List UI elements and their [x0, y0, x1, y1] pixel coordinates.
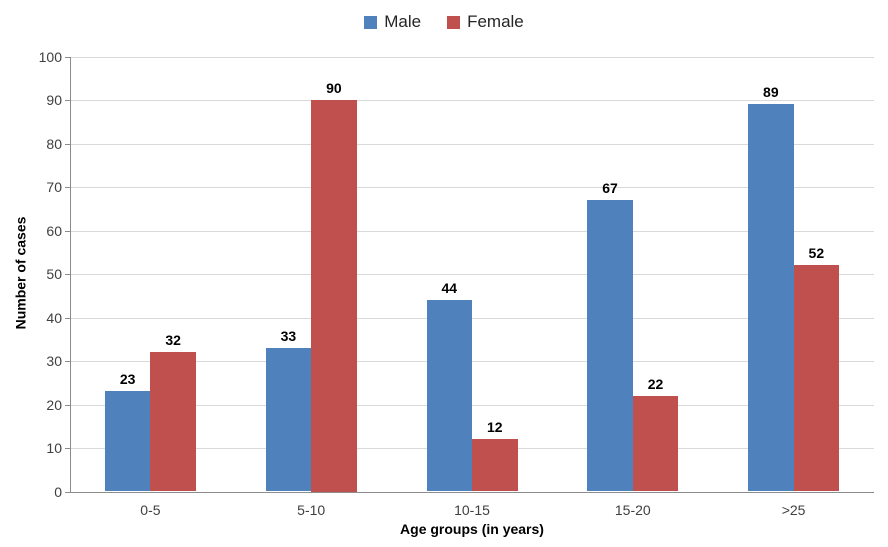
- y-tick-label-40: 40: [46, 309, 62, 326]
- gridline-60: [70, 230, 874, 232]
- bar-value-label: 22: [647, 375, 664, 392]
- y-tick-100: [65, 56, 70, 58]
- bar-female-0-5: 32: [150, 332, 196, 492]
- y-tick-label-70: 70: [46, 179, 62, 195]
- x-category-label-0: 0-5: [140, 501, 161, 518]
- bar-value-label: 90: [326, 80, 342, 96]
- bar-value-label: 44: [441, 280, 458, 297]
- y-tick-label-100: 100: [38, 48, 62, 65]
- x-axis-title: Age groups (in years): [400, 521, 544, 537]
- bar-value-label: 52: [808, 245, 825, 262]
- y-tick-40: [65, 317, 70, 319]
- y-tick-label-20: 20: [46, 396, 62, 413]
- gridline-80: [70, 143, 874, 145]
- bar-female-10-15: 12: [472, 419, 518, 492]
- y-tick-10: [65, 448, 70, 449]
- bar-female->25: 52: [793, 245, 840, 492]
- y-tick-label-80: 80: [46, 135, 62, 152]
- y-tick-90: [65, 100, 70, 101]
- legend-label-female: Female: [467, 12, 524, 31]
- legend-label-male: Male: [384, 12, 422, 31]
- bar-male-15-20: 67: [587, 180, 633, 492]
- legend-item-male: Male: [364, 12, 421, 32]
- x-axis-line: [70, 491, 874, 493]
- y-tick-60: [65, 230, 70, 232]
- y-tick-50: [65, 274, 70, 275]
- bar-value-label: 33: [280, 327, 297, 344]
- y-tick-label-30: 30: [46, 353, 62, 369]
- y-tick-label-60: 60: [46, 222, 62, 239]
- y-tick-30: [65, 361, 70, 362]
- legend-swatch-female: [447, 15, 461, 29]
- gridline-90: [70, 100, 874, 101]
- bar-value-label: 89: [763, 84, 779, 101]
- y-axis-line: [70, 56, 71, 492]
- chart-legend: Male Female: [0, 8, 888, 36]
- gridline-70: [70, 187, 874, 188]
- y-tick-label-0: 0: [54, 483, 62, 500]
- x-category-label-3: 15-20: [614, 501, 651, 518]
- y-tick-0: [65, 491, 70, 493]
- bar-male-0-5: 23: [104, 371, 151, 492]
- bar-male->25: 89: [748, 84, 794, 492]
- y-tick-label-90: 90: [46, 92, 62, 108]
- y-tick-label-50: 50: [46, 266, 62, 282]
- bar-female-5-10: 90: [311, 80, 357, 492]
- bar-value-label: 23: [119, 371, 136, 388]
- bar-value-label: 12: [486, 419, 503, 436]
- bar-male-5-10: 33: [265, 328, 312, 492]
- y-tick-70: [65, 187, 70, 188]
- legend-swatch-male: [364, 15, 378, 29]
- gridline-50: [70, 274, 874, 275]
- gridline-40: [70, 317, 874, 319]
- x-category-label-2: 10-15: [454, 501, 490, 518]
- x-category-label-4: >25: [781, 501, 806, 518]
- legend-item-female: Female: [447, 12, 524, 32]
- bar-value-label: 67: [602, 180, 618, 197]
- bar-value-label: 32: [165, 332, 181, 349]
- y-tick-80: [65, 143, 70, 145]
- gridline-20: [70, 404, 874, 406]
- bar-male-10-15: 44: [426, 280, 472, 492]
- x-category-label-1: 5-10: [297, 501, 326, 518]
- y-tick-20: [65, 404, 70, 406]
- y-tick-label-10: 10: [46, 440, 62, 456]
- gridline-30: [70, 361, 874, 362]
- bar-female-15-20: 22: [632, 376, 679, 492]
- gridline-100: [70, 56, 874, 58]
